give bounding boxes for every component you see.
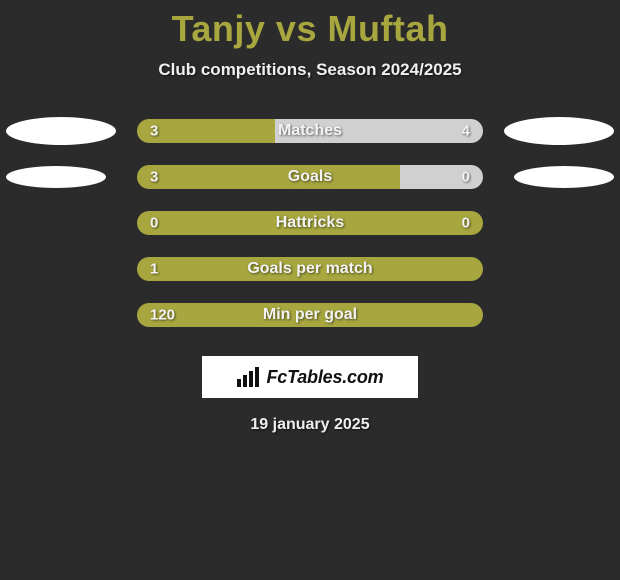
stat-row: 1Goals per match (0, 246, 620, 292)
stat-label: Goals per match (137, 260, 483, 278)
team-right-marker (514, 166, 614, 188)
page-title: Tanjy vs Muftah (0, 0, 620, 50)
stat-row: 120Min per goal (0, 292, 620, 338)
logo: FcTables.com (237, 367, 384, 388)
logo-card: FcTables.com (202, 356, 418, 398)
bars-icon (237, 367, 263, 387)
stats-stage: 34Matches30Goals00Hattricks1Goals per ma… (0, 108, 620, 338)
team-right-marker (504, 117, 614, 145)
stat-row: 34Matches (0, 108, 620, 154)
stat-row: 30Goals (0, 154, 620, 200)
stat-row: 00Hattricks (0, 200, 620, 246)
team-left-marker (6, 117, 116, 145)
stat-label: Min per goal (137, 306, 483, 324)
date-label: 19 january 2025 (0, 416, 620, 434)
stat-label: Matches (137, 122, 483, 140)
logo-text: FcTables.com (267, 367, 384, 388)
page-subtitle: Club competitions, Season 2024/2025 (0, 60, 620, 80)
team-left-marker (6, 166, 106, 188)
stat-label: Hattricks (137, 214, 483, 232)
stat-label: Goals (137, 168, 483, 186)
